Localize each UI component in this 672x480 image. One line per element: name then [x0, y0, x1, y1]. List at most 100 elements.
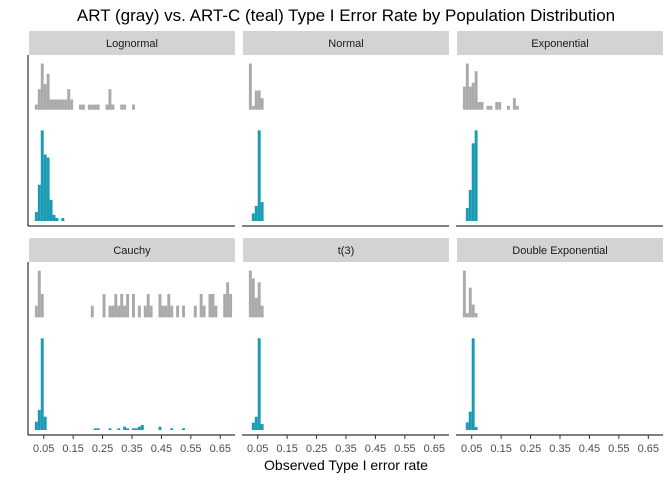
x-tick-label: 0.45	[579, 443, 600, 455]
art-c-histogram-bar	[182, 428, 185, 430]
art-histogram-bar	[254, 90, 258, 110]
x-axis-title: Observed Type I error rate	[264, 457, 428, 473]
x-tick-label: 0.15	[276, 443, 297, 455]
art-c-histogram-bar	[465, 208, 469, 221]
art-histogram-bar	[64, 99, 68, 110]
art-c-histogram-bar	[34, 211, 38, 221]
art-histogram-bar	[90, 104, 94, 110]
art-histogram-bar	[58, 99, 62, 110]
art-histogram-bar	[223, 294, 227, 318]
art-histogram-bar	[111, 104, 115, 110]
x-tick-label: 0.35	[549, 443, 570, 455]
art-histogram-bar	[251, 105, 255, 110]
art-c-histogram-bar	[55, 217, 59, 221]
art-histogram-bar	[260, 98, 264, 110]
art-histogram-bar	[507, 105, 510, 110]
facet-strip-label: Lognormal	[106, 38, 158, 50]
art-histogram-bar	[477, 102, 481, 110]
art-c-histogram-bar	[134, 428, 138, 430]
art-c-histogram-bar	[260, 202, 264, 221]
art-histogram-bar	[176, 305, 180, 318]
x-tick-label: 0.25	[92, 443, 113, 455]
art-histogram-bar	[117, 305, 121, 318]
art-c-histogram-bar	[37, 184, 41, 221]
art-histogram-bar	[132, 104, 135, 110]
art-histogram-bar	[208, 294, 212, 318]
x-tick-label: 0.55	[608, 443, 629, 455]
art-c-histogram-bar	[37, 409, 41, 430]
art-histogram-bar	[164, 305, 168, 318]
art-histogram-bar	[37, 270, 41, 318]
x-tick-label: 0.25	[520, 443, 541, 455]
art-histogram-bar	[87, 104, 91, 110]
art-histogram-bar	[474, 71, 478, 110]
art-c-histogram-bar	[43, 154, 47, 221]
art-histogram-bar	[462, 86, 466, 110]
art-histogram-bar	[123, 305, 127, 318]
art-histogram-bar	[102, 294, 106, 318]
art-histogram-bar	[108, 89, 112, 110]
art-c-histogram-bar	[465, 422, 469, 430]
art-histogram-bar	[105, 104, 109, 110]
art-c-histogram-bar	[251, 213, 255, 221]
art-c-histogram-bar	[471, 143, 475, 221]
facet-panel: Normal	[242, 31, 449, 227]
art-histogram-bar	[182, 305, 185, 318]
art-histogram-bar	[211, 294, 215, 318]
art-histogram-bar	[193, 305, 197, 318]
art-histogram-bar	[55, 99, 59, 110]
art-histogram-bar	[214, 305, 218, 318]
art-c-histogram-bar	[254, 205, 258, 221]
facet-strip	[29, 238, 235, 262]
x-tick-label: 0.05	[461, 443, 482, 455]
art-histogram-bar	[471, 304, 475, 318]
facet-strip	[457, 31, 663, 55]
x-tick-label: 0.05	[33, 443, 54, 455]
art-c-histogram-bar	[117, 428, 121, 430]
facet-strip	[243, 238, 449, 262]
art-histogram-bar	[43, 84, 47, 110]
facet-strip	[457, 238, 663, 262]
art-histogram-bar	[37, 89, 41, 110]
art-histogram-bar	[254, 297, 258, 318]
art-histogram-bar	[471, 82, 475, 110]
art-histogram-bar	[462, 270, 466, 318]
art-histogram-bar	[489, 105, 493, 110]
art-histogram-bar	[49, 99, 53, 110]
art-histogram-bar	[512, 98, 516, 110]
facet-panel: Exponential	[456, 31, 663, 227]
art-c-histogram-bar	[257, 338, 261, 430]
facet-strip	[29, 31, 235, 55]
facet-panel: Double Exponential 0.05 0.15 0.25 0.35 0.45 0.…	[456, 238, 663, 455]
art-c-histogram-bar	[126, 428, 130, 430]
art-histogram-bar	[34, 104, 38, 110]
art-histogram-bar	[90, 305, 94, 318]
facet-strip	[243, 31, 449, 55]
art-histogram-bar	[93, 104, 97, 110]
art-histogram-bar	[67, 89, 71, 110]
chart-title: ART (gray) vs. ART-C (teal) Type I Error…	[77, 6, 615, 25]
art-c-histogram-bar	[93, 428, 97, 430]
art-histogram-bar	[468, 287, 472, 318]
art-c-histogram-bar	[40, 338, 44, 430]
art-histogram-bar	[248, 270, 252, 318]
art-c-histogram-bar	[260, 424, 264, 430]
art-histogram-bar	[465, 63, 469, 110]
x-tick-label: 0.05	[247, 443, 268, 455]
art-c-histogram-bar	[123, 426, 127, 430]
art-histogram-bar	[40, 294, 44, 318]
art-c-histogram-bar	[468, 411, 472, 430]
facet-panel: Cauchy 0.05 0.15 0.25 0.35 0.45 0.55 0.65	[27, 238, 235, 455]
art-histogram-bar	[81, 104, 85, 110]
art-c-histogram-bar	[254, 416, 258, 430]
art-histogram-bar	[167, 294, 171, 318]
art-histogram-bar	[199, 294, 203, 318]
art-histogram-bar	[120, 294, 124, 318]
art-histogram-bar	[465, 313, 469, 318]
art-c-histogram-bar	[61, 217, 65, 221]
facet-panel: Lognormal	[27, 31, 235, 227]
art-histogram-bar	[96, 104, 100, 110]
art-histogram-bar	[468, 86, 472, 110]
art-histogram-bar	[34, 305, 38, 318]
art-histogram-bar	[498, 102, 502, 110]
